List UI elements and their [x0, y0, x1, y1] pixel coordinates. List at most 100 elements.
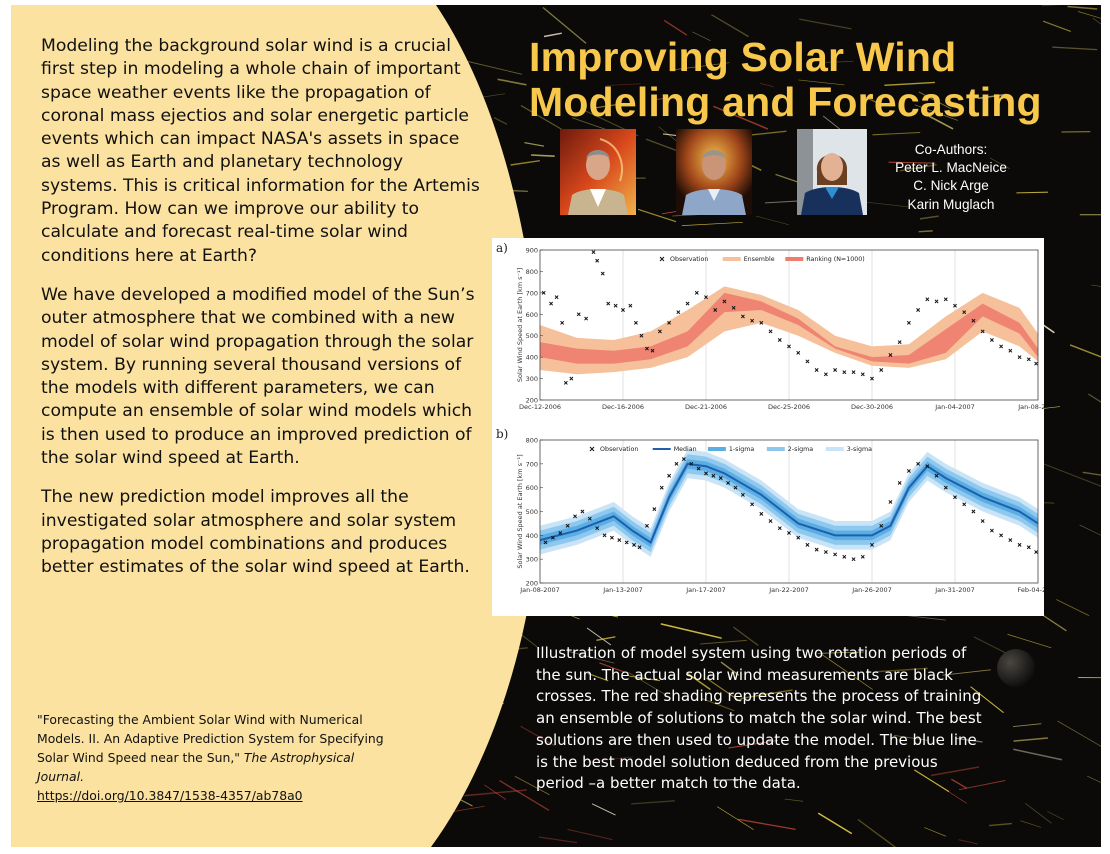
observation-point: [814, 547, 819, 552]
coauthor-2: C. Nick Arge: [913, 178, 989, 194]
observation-point: [814, 368, 819, 372]
x-tick-label: Jan-22-2007: [768, 586, 809, 594]
y-tick-label: 700: [526, 460, 538, 468]
y-tick-label: 500: [526, 508, 538, 516]
chart-panel-b: b) 200 300 400 500 600 700 800 Jan-08-2007 Jan-13…: [496, 427, 1044, 594]
observation-point: [580, 509, 585, 514]
author-photo-1: [560, 129, 636, 215]
observation-point: [787, 530, 791, 535]
streak: [1013, 748, 1063, 761]
observation-point: [689, 461, 694, 466]
observation-point: [541, 290, 546, 295]
observation-point: [943, 485, 948, 490]
streak: [817, 651, 864, 654]
x-tick-label: Feb-04-2007: [1017, 586, 1044, 594]
observation-point: [906, 469, 911, 473]
observation-point: [888, 500, 893, 504]
streak: [989, 822, 1012, 827]
citation-journal: The Astrophysical Journal.: [37, 750, 355, 784]
observation-point: [1026, 545, 1031, 550]
doi-link[interactable]: https://doi.org/10.3847/1538-4357/ab78a0: [37, 788, 303, 803]
streak: [1057, 720, 1101, 747]
streak: [1042, 20, 1072, 32]
observation-point: [600, 271, 605, 276]
observation-point: [860, 554, 865, 559]
observation-point: [750, 318, 755, 323]
observation-point: [645, 523, 649, 528]
streak: [821, 653, 873, 690]
observation-point: [980, 329, 985, 334]
streak: [596, 636, 616, 641]
intro-paragraph: Modeling the background solar wind is a …: [41, 36, 480, 266]
observation-point: [971, 318, 976, 323]
streak: [914, 104, 958, 121]
y-tick-label: 600: [526, 311, 538, 319]
cream-text-panel: [11, 5, 543, 847]
streak: [524, 141, 545, 147]
streak: [482, 93, 505, 98]
observation-point: [1008, 538, 1013, 543]
streak: [651, 96, 682, 101]
streak: [629, 675, 660, 682]
observation-point: [805, 359, 810, 364]
observation-point: [999, 533, 1004, 538]
observation-point: [750, 502, 755, 507]
x-tick-label: Jan-04-2007: [934, 403, 975, 411]
streak: [586, 627, 612, 646]
y-tick-label: 200: [526, 580, 538, 588]
observation-point: [879, 523, 884, 528]
observation-point: [925, 297, 930, 302]
streak: [930, 766, 980, 777]
observation-point: [870, 542, 874, 547]
observation-point: [897, 340, 902, 345]
observation-point: [777, 338, 782, 342]
observation-point: [823, 372, 828, 377]
streak: [928, 115, 954, 130]
observation-point: [681, 457, 686, 462]
observation-point: [573, 514, 577, 519]
title-line-1: Improving Solar Wind: [529, 34, 957, 80]
streak: [918, 230, 933, 233]
observation-point: [595, 258, 600, 263]
body-text: Modeling the background solar wind is a …: [41, 35, 481, 596]
legend-label: Ensemble: [744, 256, 775, 263]
streak: [718, 779, 742, 781]
observation-point: [543, 540, 548, 545]
x-tick-label: Dec-16-2006: [602, 403, 644, 411]
streak: [1013, 737, 1048, 742]
observation-point: [733, 485, 738, 490]
streak: [706, 677, 741, 702]
streak: [875, 667, 928, 673]
page-title: Improving Solar Wind Modeling and Foreca…: [529, 35, 1094, 125]
streak: [499, 780, 550, 811]
observation-point: [722, 299, 727, 304]
observation-point: [851, 370, 856, 375]
streak: [817, 812, 853, 835]
streak: [1007, 633, 1052, 649]
observation-point: [1017, 542, 1022, 547]
observation-point: [759, 320, 764, 325]
streak: [913, 769, 950, 793]
streak: [737, 818, 796, 831]
observation-point: [602, 533, 607, 538]
legend-marker: [659, 256, 665, 262]
streak: [1052, 46, 1098, 51]
x-tick-label: Jan-31-2007: [934, 586, 975, 594]
streak: [595, 102, 626, 109]
legend-label: 3-sigma: [847, 446, 872, 453]
streak: [713, 105, 769, 130]
streak: [760, 83, 774, 87]
streak: [637, 208, 677, 223]
streak: [888, 161, 936, 164]
streak: [919, 215, 939, 220]
legend-label: Median: [674, 446, 697, 453]
streak: [720, 661, 740, 676]
observation-point: [713, 308, 718, 312]
x-tick-label: Jan-13-2007: [602, 586, 643, 594]
observation-point: [1034, 550, 1039, 554]
observation-point: [999, 344, 1004, 349]
streak: [899, 164, 937, 172]
legend-label: Observation: [670, 256, 708, 263]
x-tick-label: Dec-12-2006: [519, 403, 561, 411]
x-tick-label: Jan-17-2007: [685, 586, 726, 594]
